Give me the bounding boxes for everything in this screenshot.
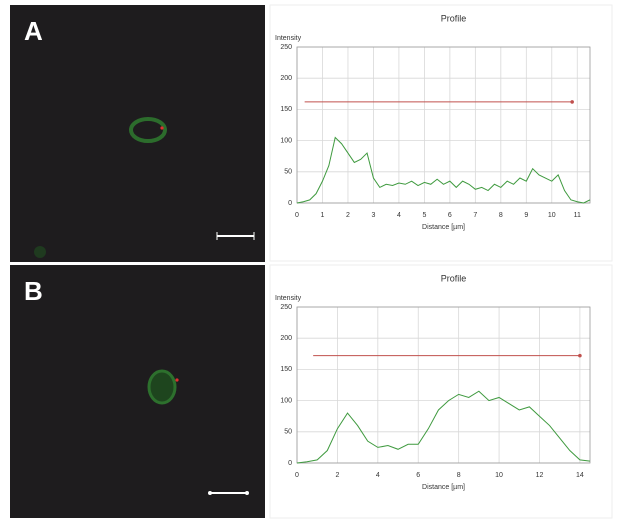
- x-axis-label: Distance [µm]: [422, 484, 465, 491]
- y-tick-label: 150: [280, 106, 292, 113]
- x-tick-label: 6: [416, 472, 420, 479]
- micrograph: [10, 5, 265, 262]
- profile-line: [296, 136, 591, 204]
- y-tick-label: 150: [280, 366, 292, 373]
- x-tick-label: 7: [473, 212, 477, 219]
- chart-title: Profile: [441, 13, 467, 23]
- x-tick-label: 3: [371, 212, 375, 219]
- y-tick-label: 250: [280, 304, 292, 311]
- x-tick-label: 10: [495, 472, 503, 479]
- plot-frame: [296, 46, 591, 204]
- x-tick-label: 6: [448, 212, 452, 219]
- x-tick-label: 10: [548, 212, 556, 219]
- reference-end: [570, 100, 574, 104]
- chart-panel: [269, 264, 613, 519]
- micrograph: [10, 265, 265, 518]
- plot-frame: [296, 306, 591, 464]
- y-tick-label: 100: [280, 397, 292, 404]
- y-tick-label: 50: [284, 429, 292, 436]
- chart-panel: [269, 4, 613, 262]
- x-tick-label: 4: [397, 212, 401, 219]
- y-tick-label: 50: [284, 169, 292, 176]
- x-tick-label: 14: [576, 472, 584, 479]
- profile-line: [296, 390, 591, 464]
- y-tick-label: 250: [280, 44, 292, 51]
- reference-end: [578, 353, 582, 358]
- x-tick-label: 0: [295, 472, 299, 479]
- x-tick-label: 1: [321, 212, 325, 219]
- x-tick-label: 8: [499, 212, 503, 219]
- y-tick-label: 100: [280, 137, 292, 144]
- y-tick-label: 200: [280, 335, 292, 342]
- y-tick-label: 200: [280, 75, 292, 82]
- y-tick-label: 0: [288, 200, 292, 207]
- x-tick-label: 2: [346, 212, 350, 219]
- x-tick-label: 12: [536, 472, 544, 479]
- y-tick-label: 0: [288, 460, 292, 467]
- x-tick-label: 5: [422, 212, 426, 219]
- x-tick-label: 0: [295, 212, 299, 219]
- y-axis-label: Intensity: [275, 295, 302, 302]
- panel-label: A: [24, 16, 43, 46]
- x-tick-label: 4: [376, 472, 380, 479]
- x-tick-label: 2: [335, 472, 339, 479]
- panel-label: B: [24, 276, 43, 306]
- x-axis-label: Distance [µm]: [422, 224, 465, 231]
- y-axis-label: Intensity: [275, 35, 302, 42]
- x-tick-label: 11: [574, 212, 581, 219]
- chart-title: Profile: [441, 273, 467, 283]
- x-tick-label: 9: [524, 212, 528, 219]
- x-tick-label: 8: [457, 472, 461, 479]
